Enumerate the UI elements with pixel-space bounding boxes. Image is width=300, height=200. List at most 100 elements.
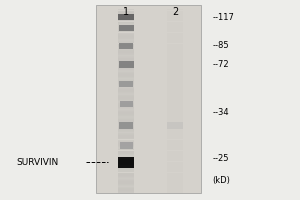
Polygon shape bbox=[118, 186, 134, 187]
Polygon shape bbox=[118, 67, 134, 68]
Polygon shape bbox=[118, 98, 134, 99]
Polygon shape bbox=[118, 95, 134, 96]
Polygon shape bbox=[118, 170, 134, 171]
Polygon shape bbox=[118, 24, 134, 25]
Polygon shape bbox=[118, 102, 134, 103]
Polygon shape bbox=[118, 74, 134, 75]
Polygon shape bbox=[118, 119, 134, 120]
Polygon shape bbox=[118, 124, 134, 125]
Polygon shape bbox=[118, 118, 134, 119]
Text: (kD): (kD) bbox=[212, 176, 230, 185]
Polygon shape bbox=[118, 81, 134, 82]
Polygon shape bbox=[119, 81, 133, 87]
Polygon shape bbox=[118, 183, 134, 184]
Polygon shape bbox=[118, 146, 134, 147]
Polygon shape bbox=[118, 29, 134, 30]
Polygon shape bbox=[118, 137, 134, 138]
Polygon shape bbox=[118, 129, 134, 130]
Polygon shape bbox=[118, 47, 134, 48]
Polygon shape bbox=[118, 79, 134, 80]
Text: --85: --85 bbox=[212, 41, 229, 50]
Polygon shape bbox=[118, 54, 134, 55]
Polygon shape bbox=[118, 142, 134, 143]
Polygon shape bbox=[118, 61, 134, 62]
Polygon shape bbox=[118, 107, 134, 108]
Polygon shape bbox=[118, 109, 134, 110]
Polygon shape bbox=[118, 108, 134, 109]
Polygon shape bbox=[118, 17, 134, 18]
Polygon shape bbox=[118, 111, 134, 112]
Polygon shape bbox=[118, 166, 134, 167]
Polygon shape bbox=[118, 27, 134, 28]
Polygon shape bbox=[118, 145, 134, 146]
Polygon shape bbox=[118, 49, 134, 50]
Polygon shape bbox=[118, 99, 134, 100]
Polygon shape bbox=[118, 190, 134, 191]
Polygon shape bbox=[118, 188, 134, 189]
Polygon shape bbox=[118, 45, 134, 46]
Text: --117: --117 bbox=[212, 13, 234, 22]
Polygon shape bbox=[118, 132, 134, 133]
Polygon shape bbox=[118, 13, 134, 14]
Polygon shape bbox=[118, 36, 134, 37]
Polygon shape bbox=[118, 37, 134, 38]
Polygon shape bbox=[118, 156, 134, 157]
Polygon shape bbox=[118, 163, 134, 164]
Polygon shape bbox=[118, 52, 134, 53]
Polygon shape bbox=[118, 149, 134, 150]
Polygon shape bbox=[118, 85, 134, 86]
Polygon shape bbox=[118, 78, 134, 79]
Polygon shape bbox=[119, 159, 134, 165]
Polygon shape bbox=[118, 68, 134, 69]
Polygon shape bbox=[118, 177, 134, 178]
Polygon shape bbox=[118, 178, 134, 179]
Polygon shape bbox=[118, 181, 134, 182]
Polygon shape bbox=[118, 16, 134, 17]
Polygon shape bbox=[118, 158, 134, 159]
Polygon shape bbox=[118, 93, 134, 94]
Polygon shape bbox=[118, 55, 134, 56]
Polygon shape bbox=[118, 127, 134, 128]
Polygon shape bbox=[118, 120, 134, 121]
Polygon shape bbox=[118, 191, 134, 192]
Polygon shape bbox=[118, 151, 134, 152]
Polygon shape bbox=[118, 39, 134, 40]
Polygon shape bbox=[118, 57, 134, 58]
Polygon shape bbox=[118, 11, 134, 12]
Polygon shape bbox=[118, 71, 134, 72]
Polygon shape bbox=[118, 60, 134, 61]
Polygon shape bbox=[118, 114, 134, 115]
Polygon shape bbox=[118, 138, 134, 139]
Polygon shape bbox=[118, 14, 134, 20]
Polygon shape bbox=[118, 53, 134, 54]
Polygon shape bbox=[118, 157, 134, 168]
Polygon shape bbox=[118, 160, 134, 161]
Polygon shape bbox=[118, 106, 134, 107]
Text: 1: 1 bbox=[123, 7, 129, 17]
Polygon shape bbox=[118, 33, 134, 34]
Polygon shape bbox=[118, 41, 134, 42]
Polygon shape bbox=[118, 26, 134, 27]
Polygon shape bbox=[118, 189, 134, 190]
Polygon shape bbox=[118, 76, 134, 77]
Polygon shape bbox=[120, 101, 133, 107]
Polygon shape bbox=[118, 46, 134, 47]
Polygon shape bbox=[118, 180, 134, 181]
Polygon shape bbox=[118, 28, 134, 29]
Polygon shape bbox=[118, 128, 134, 129]
Polygon shape bbox=[118, 192, 134, 193]
Polygon shape bbox=[118, 96, 134, 97]
Polygon shape bbox=[118, 70, 134, 71]
Text: 2: 2 bbox=[172, 7, 178, 17]
Polygon shape bbox=[118, 65, 134, 66]
Polygon shape bbox=[118, 48, 134, 49]
Polygon shape bbox=[118, 19, 134, 20]
Polygon shape bbox=[118, 34, 134, 35]
Polygon shape bbox=[118, 154, 134, 155]
Polygon shape bbox=[118, 66, 134, 67]
Polygon shape bbox=[118, 44, 134, 45]
Polygon shape bbox=[118, 130, 134, 131]
Polygon shape bbox=[118, 82, 134, 83]
Polygon shape bbox=[118, 88, 134, 89]
Polygon shape bbox=[118, 92, 134, 93]
